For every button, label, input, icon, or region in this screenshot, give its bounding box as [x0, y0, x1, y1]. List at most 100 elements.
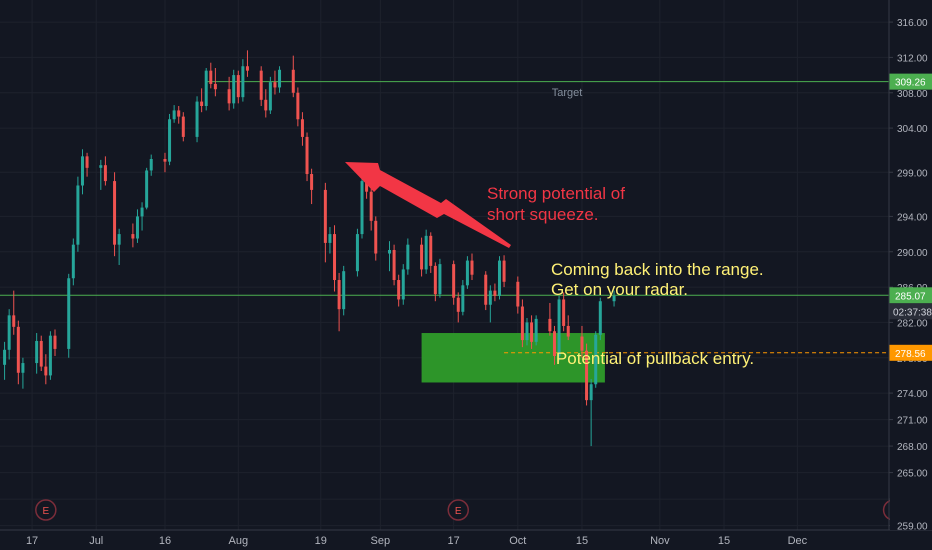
price-tick-label: 265.00 [897, 469, 928, 480]
candle-body [438, 264, 442, 295]
time-tick-label: Oct [509, 535, 526, 547]
candle-body [3, 349, 7, 365]
candle-body [516, 281, 520, 307]
candle-body [424, 235, 428, 270]
red-arrow-icon [345, 162, 511, 248]
horizontal-lines [0, 81, 889, 354]
countdown-label: 02:37:38 [893, 307, 932, 318]
candle-body [149, 159, 153, 171]
candle-body [236, 75, 240, 98]
time-tick-label: 17 [26, 535, 38, 547]
earnings-marker-icon [35, 499, 57, 521]
candle-body [117, 234, 121, 245]
candle-body [520, 306, 524, 341]
price-tick-label: 274.00 [897, 389, 928, 400]
time-axis[interactable]: 17 Jul 16 Aug 19 Sep 17 Oct 15 Nov 15 Dec [0, 529, 932, 547]
time-tick-label: 15 [576, 535, 588, 547]
candle-body [484, 274, 488, 305]
candle-body [557, 299, 561, 356]
candle-body [429, 235, 433, 266]
candle-body [612, 295, 616, 302]
candle-body [76, 185, 80, 245]
candle-body [360, 181, 364, 235]
price-tick-label: 308.00 [897, 89, 928, 100]
target-price-tag [889, 73, 932, 90]
candle-body [227, 89, 231, 104]
candle-body [145, 170, 149, 208]
candle-body [71, 244, 75, 279]
range-line-2: Get on your radar. [551, 280, 688, 299]
time-tick-label: 15 [718, 535, 730, 547]
time-tick-label: Aug [228, 535, 248, 547]
candle-body [16, 326, 20, 373]
candle-body [452, 264, 456, 298]
candle-body [374, 220, 378, 254]
candle-body [12, 315, 16, 327]
price-tick-label: 294.00 [897, 212, 928, 223]
candle-body [328, 234, 332, 243]
candle-body [589, 384, 593, 401]
candle-body [465, 260, 469, 286]
candle-body [497, 260, 501, 296]
candle-body [181, 116, 185, 137]
candle-body [245, 66, 249, 71]
candle-body [168, 119, 172, 162]
candle-body [305, 136, 309, 175]
candle-body [39, 340, 43, 367]
current-price-tag [889, 344, 932, 361]
candle-body [534, 318, 538, 342]
candle-body [365, 181, 369, 192]
price-tick-label: 299.00 [897, 168, 928, 179]
pullback-zone-box [421, 333, 605, 383]
candles [3, 50, 616, 447]
price-tick-label: 282.00 [897, 318, 928, 329]
candle-body [259, 70, 263, 100]
time-tick-label: Nov [650, 535, 670, 547]
candle-body [48, 335, 52, 376]
resistance-price-label: 285.07 [895, 291, 926, 302]
candle-body [488, 290, 492, 305]
current-price-label: 278.56 [895, 349, 926, 360]
target-price-label: 309.26 [895, 78, 926, 89]
candle-body [433, 265, 437, 295]
candle-body [333, 234, 337, 281]
candle-body [103, 165, 107, 182]
candle-body [163, 159, 167, 162]
resistance-price-tag [889, 287, 932, 304]
candle-body [337, 280, 341, 310]
candle-body [300, 119, 304, 137]
candle-body [392, 249, 396, 281]
price-tick-label: 271.00 [897, 416, 928, 427]
squeeze-line-2: short squeeze. [487, 205, 599, 224]
candle-body [530, 322, 534, 342]
candle-body [369, 191, 373, 221]
candle-body [342, 271, 346, 310]
candle-body [268, 82, 272, 111]
candle-body [35, 340, 39, 364]
candle-body [598, 301, 602, 335]
price-tags: 309.26 285.07 278.56 02:37:38 [889, 73, 932, 361]
candle-body [525, 322, 529, 341]
countdown-tag [889, 303, 932, 320]
candle-body [131, 234, 135, 239]
candle-body [406, 244, 410, 270]
candle-body [80, 156, 84, 186]
time-tick-label: Sep [371, 535, 391, 547]
time-tick-label: 19 [315, 535, 327, 547]
candle-body [456, 297, 460, 312]
earnings-marker-icon [447, 499, 469, 521]
candle-body [177, 110, 181, 117]
candle-body [21, 363, 25, 373]
candle-body [420, 244, 424, 270]
earnings-markers[interactable]: EEE259.00 [35, 0, 932, 533]
candle-body [470, 260, 474, 275]
candle-body [580, 336, 584, 351]
candle-body [273, 82, 277, 88]
candle-body [291, 69, 295, 93]
candle-body [195, 101, 199, 137]
candle-body [99, 165, 103, 168]
annotation-arrow [345, 162, 511, 248]
candle-body [209, 70, 213, 84]
